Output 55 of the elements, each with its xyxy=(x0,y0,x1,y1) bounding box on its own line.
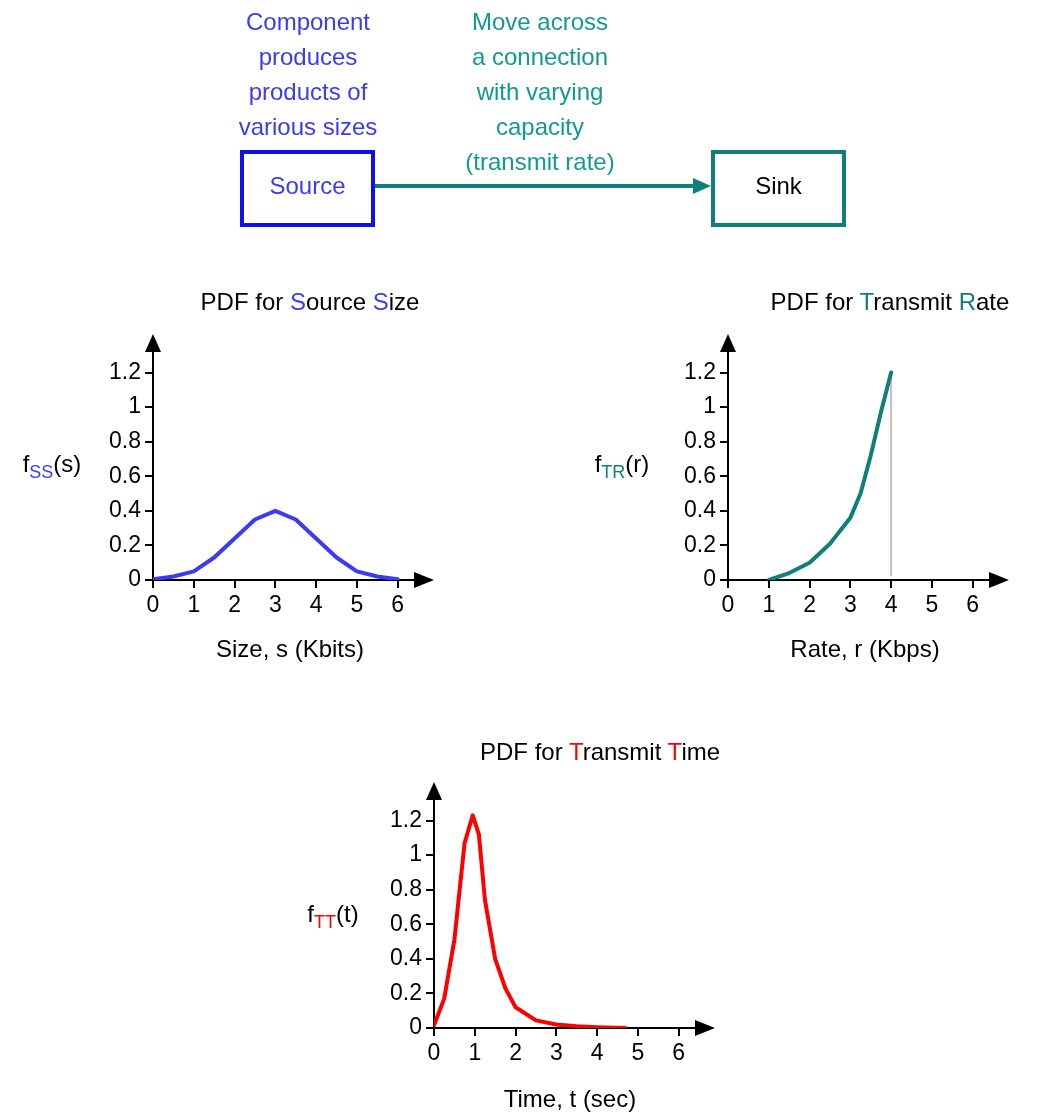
x-tick-label: 2 xyxy=(509,1039,522,1066)
y-axis-title: f$_{TT}$(t) xyxy=(306,900,360,933)
x-tick-label: 3 xyxy=(843,591,857,618)
x-tick-label: 0 xyxy=(146,591,160,618)
x-tick-label: 1 xyxy=(468,1039,482,1066)
y-tick-label: 0.8 xyxy=(390,875,422,902)
x-tick-label: 5 xyxy=(925,591,939,618)
y-tick-label: 0.8 xyxy=(109,427,141,454)
y-tick-label: 0.4 xyxy=(109,496,142,523)
text: Move across a connection with varying capacity (transmit rate) xyxy=(464,7,616,177)
y-tick-label: 0 xyxy=(128,565,141,592)
x-axis-title: Size, s (Kbits) xyxy=(215,635,365,663)
x-tick-label: 6 xyxy=(391,591,405,618)
y-tick-label: 0.2 xyxy=(390,978,422,1005)
y-tick-label: 1 xyxy=(409,840,422,867)
x-tick-label: 2 xyxy=(228,591,241,618)
y-tick-label: 0.6 xyxy=(109,461,141,488)
y-tick-label: 1.2 xyxy=(109,357,141,384)
x-axis-title: Rate, r (Kbps) xyxy=(789,635,941,663)
y-tick-label: 0.2 xyxy=(109,530,141,557)
y-tick-label: 0.4 xyxy=(684,496,717,523)
x-tick-label: 4 xyxy=(590,1039,604,1066)
x-axis-title: Time, t (sec) xyxy=(502,1085,638,1113)
x-tick-label: 4 xyxy=(884,591,898,618)
y-tick-label: 1 xyxy=(128,392,141,419)
y-tick-label: 0 xyxy=(703,565,716,592)
y-tick-label: 0.8 xyxy=(684,427,716,454)
x-tick-label: 2 xyxy=(803,591,816,618)
x-tick-label: 6 xyxy=(966,591,980,618)
x-tick-label: 0 xyxy=(427,1039,441,1066)
y-tick-label: 1 xyxy=(703,392,716,419)
text: Sink xyxy=(754,172,803,200)
x-tick-label: 6 xyxy=(672,1039,686,1066)
text: Component produces products of various sizes xyxy=(237,7,379,142)
y-tick-label: 0 xyxy=(409,1013,422,1040)
y-axis-title: f$_{SS}$(s) xyxy=(21,450,83,483)
y-tick-label: 0.2 xyxy=(684,530,716,557)
x-tick-label: 3 xyxy=(268,591,282,618)
y-tick-label: 0.6 xyxy=(390,909,422,936)
chart-title: PDF for Source Size xyxy=(200,288,420,315)
x-tick-label: 5 xyxy=(631,1039,645,1066)
x-tick-label: 3 xyxy=(549,1039,563,1066)
y-tick-label: 1.2 xyxy=(390,805,422,832)
x-tick-label: 4 xyxy=(309,591,323,618)
text: Source xyxy=(268,172,347,200)
x-tick-label: 1 xyxy=(762,591,776,618)
chart-title: PDF for Transmit Time xyxy=(479,738,721,765)
y-tick-label: 1.2 xyxy=(684,357,716,384)
x-tick-label: 5 xyxy=(350,591,364,618)
chart-title: PDF for Transmit Rate xyxy=(770,288,1010,315)
y-axis-title: f$_{TR}$(r) xyxy=(593,450,651,483)
y-tick-label: 0.4 xyxy=(390,944,423,971)
x-tick-label: 0 xyxy=(721,591,735,618)
y-tick-label: 0.6 xyxy=(684,461,716,488)
x-tick-label: 1 xyxy=(187,591,201,618)
